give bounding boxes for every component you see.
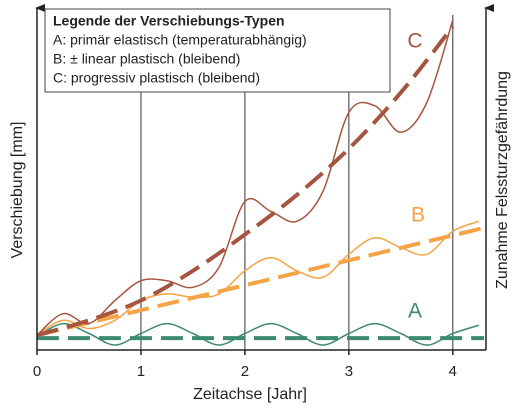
x-tick-label: 0 <box>33 363 41 380</box>
series-label: A <box>408 300 422 323</box>
x-tick-label: 3 <box>345 363 353 380</box>
series-line <box>36 220 480 336</box>
legend-item: A: primär elastisch (temperaturabhängig) <box>53 32 307 48</box>
legend-item: B: ± linear plastisch (bleibend) <box>53 51 240 67</box>
series-label: C <box>407 30 422 53</box>
x-tick-label: 4 <box>449 363 457 380</box>
y-axis-label: Verschiebung [mm] <box>9 122 26 259</box>
series-label: B <box>411 204 425 227</box>
legend-title: Legende der Verschiebungs-Typen <box>53 13 285 29</box>
x-tick-label: 2 <box>241 363 249 380</box>
x-tick-label: 1 <box>137 363 145 380</box>
trend-line <box>36 25 455 338</box>
y2-axis-label: Zunahme Felssturzgefährdung <box>494 71 511 289</box>
x-axis-label: Zeitachse [Jahr] <box>193 386 307 403</box>
legend-item: C: progressiv plastisch (bleibend) <box>53 70 260 86</box>
series-line <box>36 19 454 336</box>
series-line <box>36 322 480 346</box>
legend-box <box>44 8 391 93</box>
